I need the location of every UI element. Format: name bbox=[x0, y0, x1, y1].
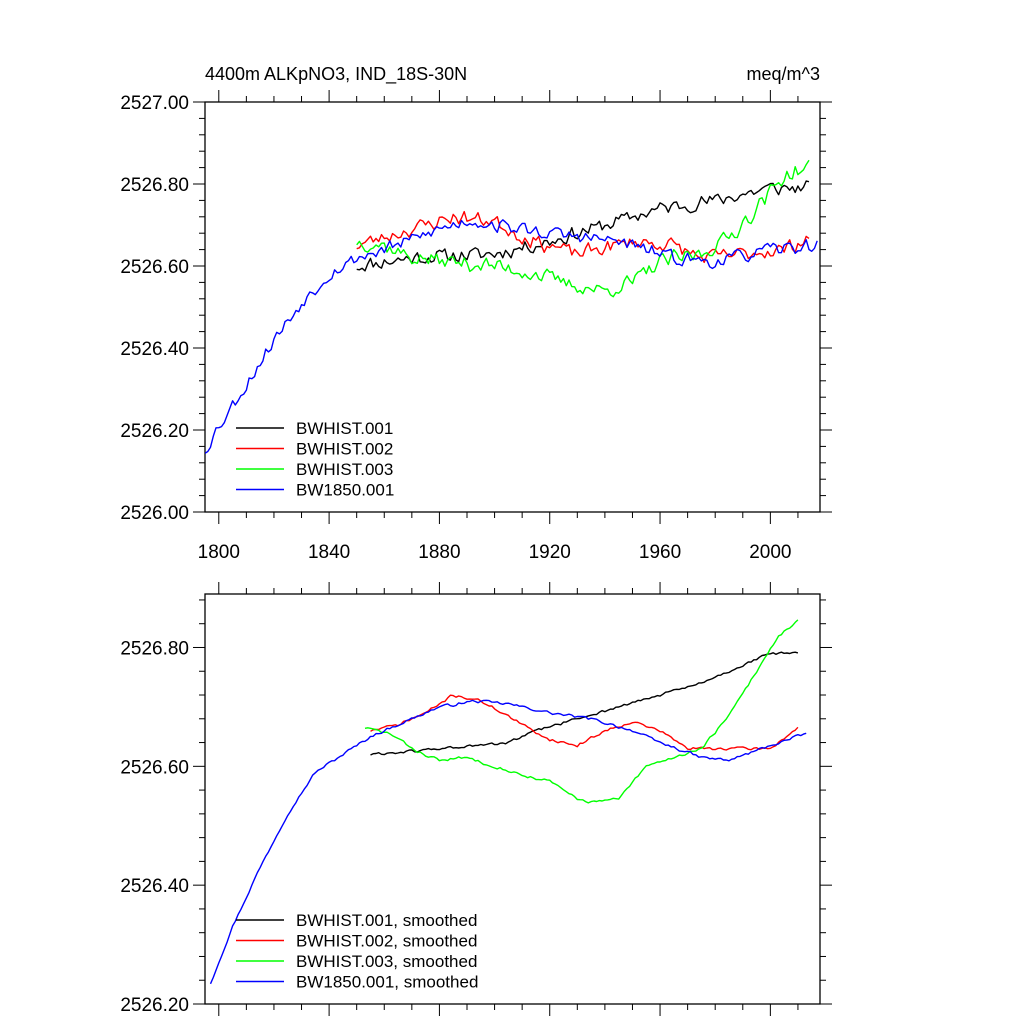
x-tick-label: 1800 bbox=[198, 542, 240, 563]
plot-frame bbox=[204, 593, 821, 1005]
top-units: meq/m^3 bbox=[747, 64, 820, 84]
series-line bbox=[356, 159, 810, 298]
x-tick-label: 1960 bbox=[639, 542, 681, 563]
y-tick-label: 2526.40 bbox=[120, 339, 189, 360]
y-tick-label: 2526.80 bbox=[120, 175, 189, 196]
series-line bbox=[356, 210, 810, 264]
y-tick-label: 2526.60 bbox=[120, 257, 189, 278]
legend-label: BWHIST.001, smoothed bbox=[296, 911, 477, 930]
bottom-panel: 2526.20 2526.40 2526.60 2526.80 BWHIST.001, … bbox=[120, 582, 832, 1016]
top-panel: 4400m ALKpNO3, IND_18S-30N meq/m^3 2526.… bbox=[120, 64, 832, 563]
series-line bbox=[205, 219, 818, 454]
series-line bbox=[364, 619, 799, 804]
y-tick-label: 2526.00 bbox=[120, 503, 189, 524]
x-tick-label: 1920 bbox=[529, 542, 571, 563]
legend-label: BW1850.001 bbox=[296, 481, 394, 500]
y-tick-label: 2526.60 bbox=[120, 757, 189, 778]
plot-frame bbox=[204, 101, 821, 513]
series-line bbox=[370, 651, 799, 756]
top-title: 4400m ALKpNO3, IND_18S-30N bbox=[205, 64, 467, 85]
y-tick-label: 2526.20 bbox=[120, 995, 189, 1016]
legend-label: BWHIST.003, smoothed bbox=[296, 952, 477, 971]
series-line bbox=[356, 180, 810, 272]
y-tick-label: 2527.00 bbox=[120, 93, 189, 114]
series-line bbox=[370, 694, 799, 751]
legend-label: BWHIST.001 bbox=[296, 419, 393, 438]
legend-label: BWHIST.002 bbox=[296, 440, 393, 459]
legend-label: BW1850.001, smoothed bbox=[296, 973, 478, 992]
y-tick-label: 2526.80 bbox=[120, 638, 189, 659]
series-line bbox=[209, 699, 807, 985]
y-tick-label: 2526.40 bbox=[120, 876, 189, 897]
y-tick-label: 2526.20 bbox=[120, 421, 189, 442]
legend-label: BWHIST.003 bbox=[296, 460, 393, 479]
x-tick-label: 1880 bbox=[418, 542, 460, 563]
x-tick-label: 2000 bbox=[749, 542, 791, 563]
legend-label: BWHIST.002, smoothed bbox=[296, 932, 477, 951]
x-tick-label: 1840 bbox=[308, 542, 350, 563]
